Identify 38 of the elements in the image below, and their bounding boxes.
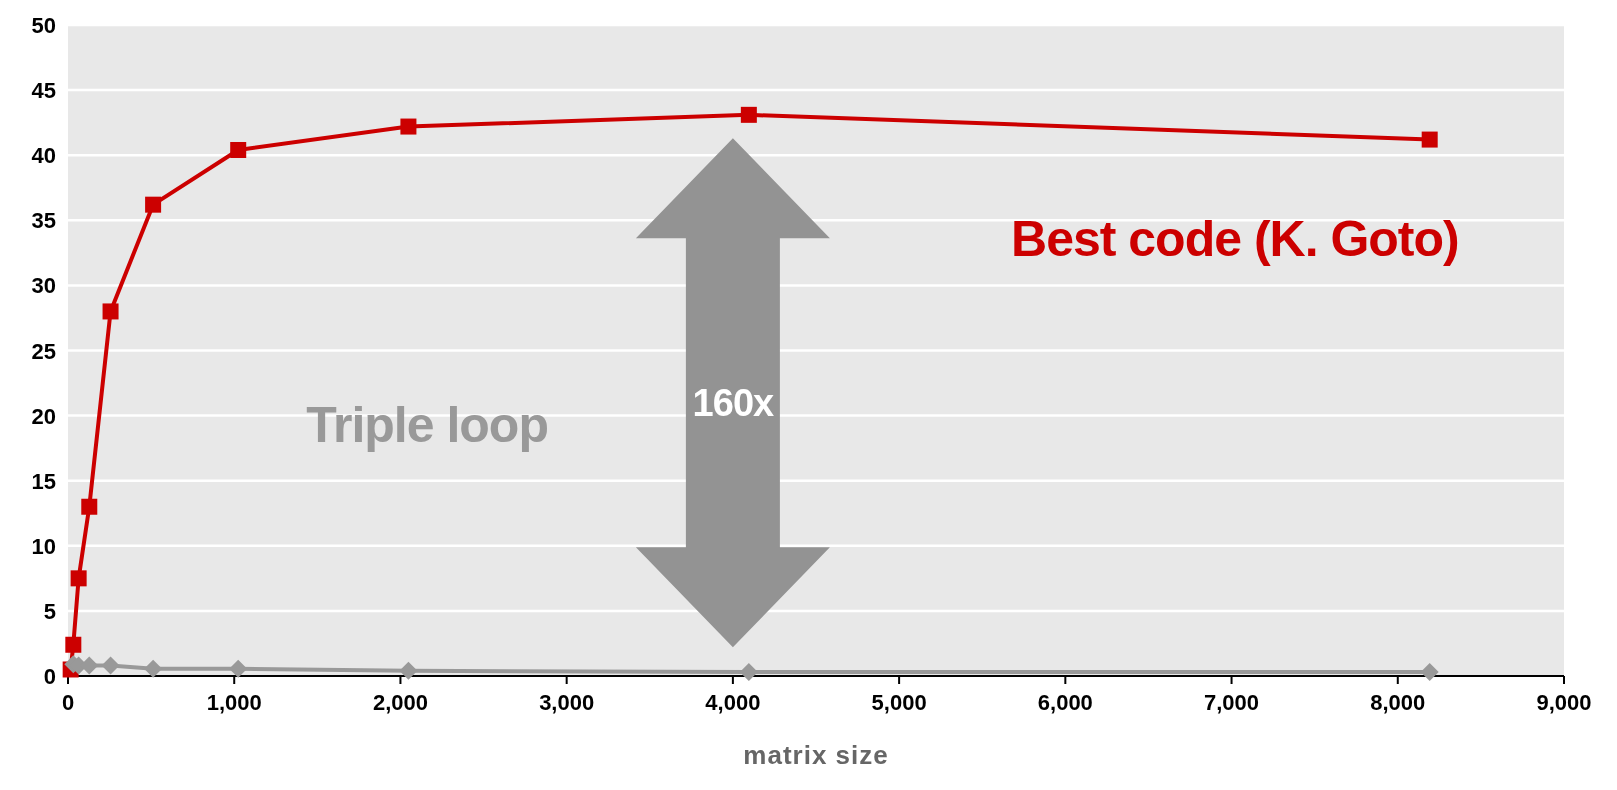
x-tick-label: 6,000 bbox=[1037, 690, 1093, 715]
y-tick-label: 30 bbox=[31, 273, 56, 299]
point bbox=[1421, 131, 1438, 148]
point bbox=[65, 636, 82, 653]
x-axis-title: matrix size bbox=[743, 740, 889, 770]
point bbox=[400, 118, 417, 135]
point bbox=[144, 659, 163, 678]
y-tick-label: 20 bbox=[31, 403, 56, 429]
x-tick-label: 5,000 bbox=[871, 690, 927, 715]
point bbox=[70, 570, 87, 587]
point bbox=[740, 106, 757, 123]
y-tick-label: 10 bbox=[31, 533, 56, 559]
x-tick-label: 7,000 bbox=[1204, 690, 1260, 715]
x-tick-label: 3,000 bbox=[539, 690, 595, 715]
y-tick-label: 15 bbox=[31, 468, 56, 494]
y-tick-label: 45 bbox=[31, 78, 56, 104]
point bbox=[229, 659, 248, 678]
point bbox=[81, 498, 98, 515]
text: Triple loop bbox=[306, 396, 548, 453]
point bbox=[102, 303, 119, 320]
y-tick-label: 35 bbox=[31, 208, 56, 234]
y-tick-label: 50 bbox=[31, 13, 56, 38]
y-tick-label: 5 bbox=[43, 598, 56, 624]
point bbox=[145, 196, 162, 213]
x-tick-label: 8,000 bbox=[1370, 690, 1426, 715]
y-tick-label: 25 bbox=[31, 338, 56, 364]
annotation: 160x bbox=[692, 381, 775, 424]
x-tick-label: 2,000 bbox=[372, 690, 428, 715]
x-tick-label: 4,000 bbox=[705, 690, 761, 715]
point bbox=[230, 141, 247, 158]
point bbox=[399, 661, 418, 680]
y-tick-label: 0 bbox=[43, 664, 56, 689]
point bbox=[101, 656, 120, 675]
x-tick-label: 9,000 bbox=[1536, 690, 1592, 715]
x-tick-label: 1,000 bbox=[206, 690, 262, 715]
x-tick-label: 0 bbox=[61, 690, 75, 715]
series-label: Best code (K. Goto) bbox=[1011, 211, 1459, 268]
y-tick-label: 40 bbox=[31, 143, 56, 169]
